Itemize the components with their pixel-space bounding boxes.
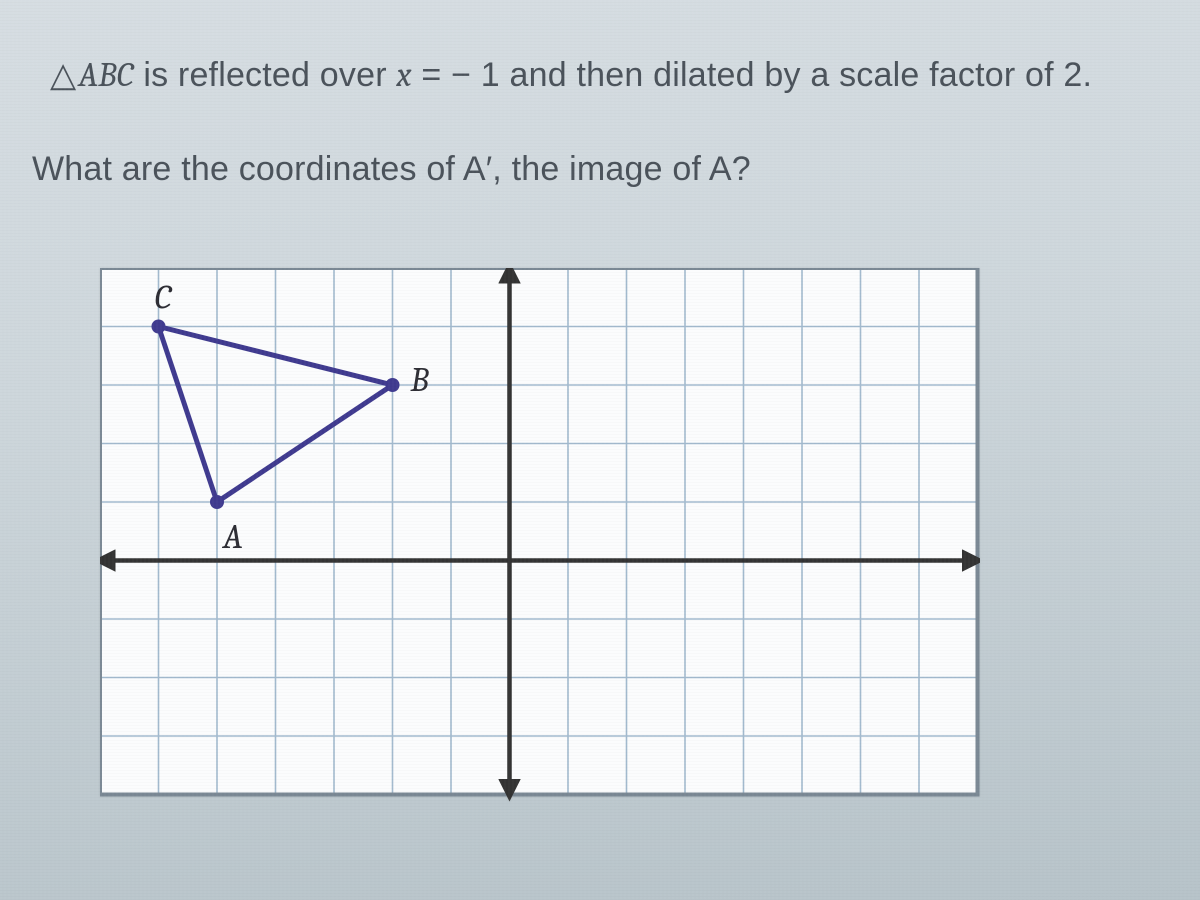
triangle-symbol: △ bbox=[50, 57, 76, 94]
text-suffix: and then dilated by a scale factor of 2. bbox=[500, 56, 1092, 94]
text-mid: is reflected over bbox=[134, 56, 397, 94]
point-label-b: B bbox=[410, 360, 430, 400]
point-label-a: A bbox=[221, 517, 243, 557]
eq-rhs: = − 1 bbox=[412, 56, 500, 94]
eq-lhs: x bbox=[396, 55, 411, 95]
question-line-2: What are the coordinates of A′, the imag… bbox=[32, 150, 751, 189]
triangle-name: ABC bbox=[78, 55, 133, 95]
point-label-c: C bbox=[155, 278, 173, 318]
question-line-1: △ABC is reflected over x = − 1 and then … bbox=[50, 55, 1092, 95]
graph-svg: A B C bbox=[100, 268, 980, 828]
coordinate-graph: A B C bbox=[100, 268, 980, 828]
